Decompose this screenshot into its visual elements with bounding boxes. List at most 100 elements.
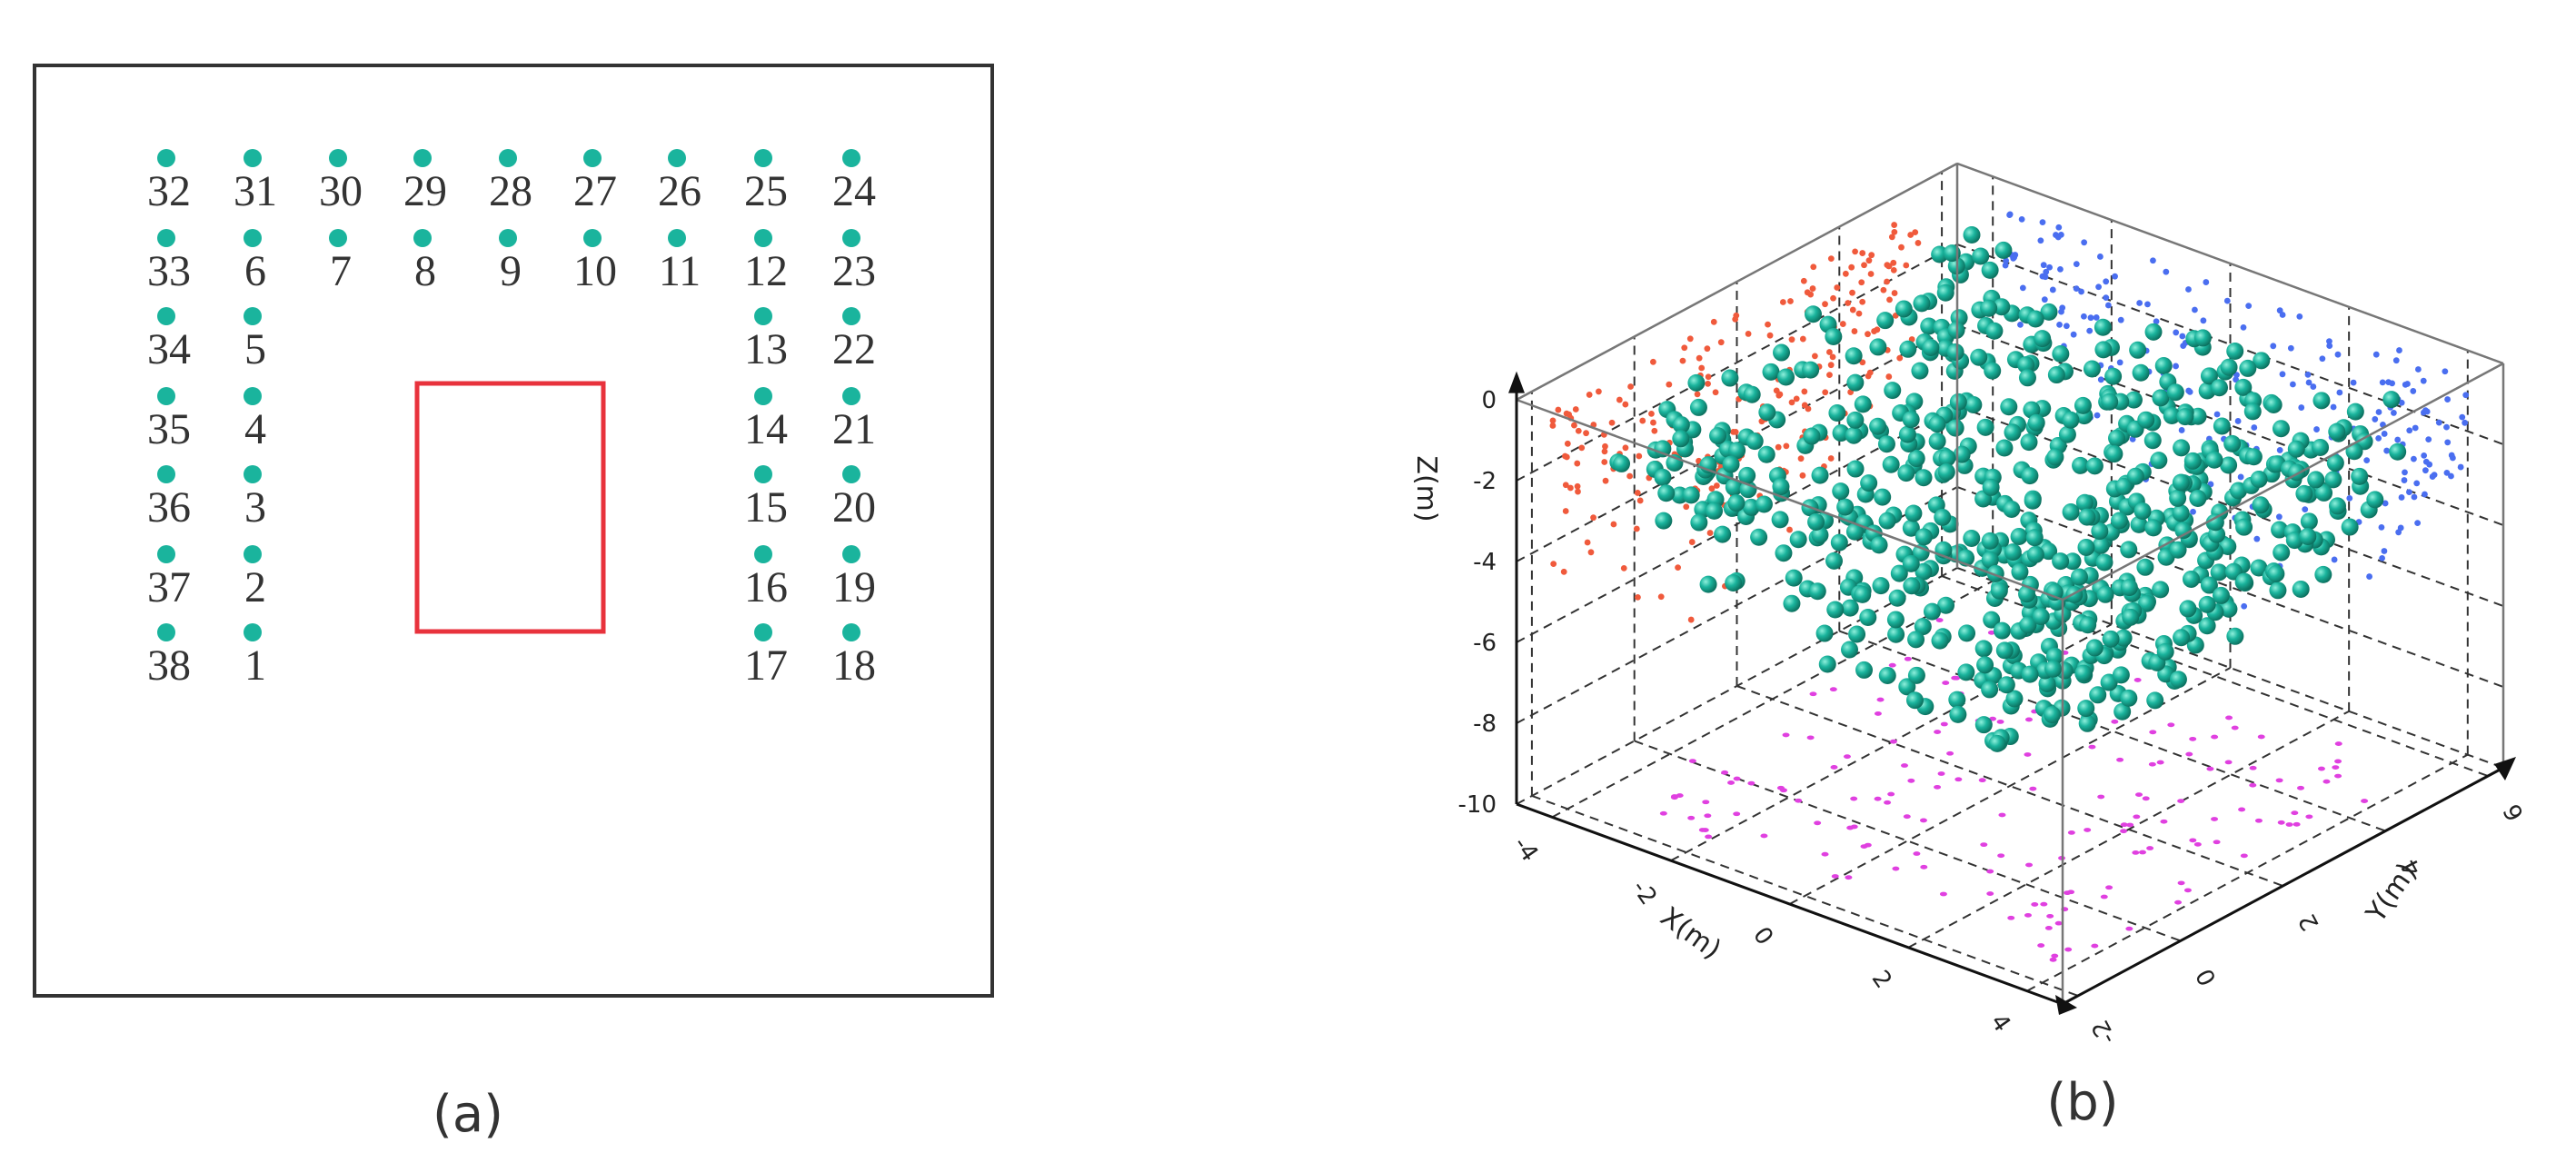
xy-projection-point — [1776, 785, 1785, 790]
yz-projection-point — [2383, 447, 2391, 454]
yz-projection-point — [2372, 416, 2379, 422]
yz-projection-point — [2396, 347, 2402, 353]
yz-projection-point — [2379, 554, 2385, 562]
yz-projection-point — [2097, 376, 2104, 383]
cloud-point — [2078, 714, 2096, 732]
cloud-point — [1976, 418, 1994, 436]
yz-projection-point — [2063, 323, 2070, 330]
xy-projection-point — [1940, 721, 1948, 727]
point-label: 23 — [832, 247, 876, 295]
yz-projection-point — [2003, 257, 2010, 264]
yz-projection-point — [2443, 470, 2451, 476]
cloud-point — [1994, 241, 2013, 259]
monitoring-point-14 — [754, 387, 772, 405]
xy-projection-point — [1733, 776, 1741, 781]
xz-projection-point — [1713, 482, 1720, 489]
monitoring-point-34 — [157, 307, 175, 325]
xz-projection-point — [1880, 286, 1887, 293]
y-axis-arrow — [2494, 757, 2516, 780]
cloud-point — [2328, 497, 2346, 515]
yz-projection-point — [2081, 239, 2088, 246]
yz-projection-point — [2298, 404, 2305, 411]
cloud-point — [2179, 600, 2197, 618]
cloud-point — [1980, 299, 1998, 317]
point-label: 22 — [832, 325, 876, 373]
xz-projection-point — [1698, 364, 1706, 372]
cloud-point — [2235, 572, 2253, 591]
yz-projection-point — [2398, 494, 2405, 501]
xy-projection-point — [1670, 795, 1678, 800]
cloud-point — [2003, 500, 2021, 518]
cloud-point — [2104, 367, 2123, 385]
cloud-point — [2126, 467, 2144, 485]
cloud-point — [2124, 391, 2143, 409]
x-tick-label: 4 — [1984, 1009, 2015, 1038]
yz-projection-point — [2435, 419, 2442, 426]
cloud-point — [2064, 552, 2082, 571]
xy-projection-point — [2135, 792, 2143, 797]
point-label: 15 — [744, 483, 788, 532]
yz-projection-point — [2302, 506, 2309, 513]
cloud-point — [2137, 411, 2155, 429]
xz-projection-point — [1704, 345, 1711, 353]
cloud-point — [2173, 629, 2191, 647]
cloud-point — [2133, 502, 2152, 521]
cloud-point — [2092, 536, 2110, 554]
yz-projection-point — [2192, 306, 2198, 313]
cloud-point — [2083, 360, 2101, 378]
cloud-point — [1905, 504, 1923, 522]
monitoring-point-5 — [244, 307, 262, 325]
xy-projection-point — [2156, 760, 2164, 765]
xy-projection-point — [1997, 853, 2005, 859]
yz-projection-point — [2336, 389, 2343, 396]
cloud-point — [2210, 563, 2228, 582]
xz-projection-point — [1706, 530, 1714, 536]
yz-projection-point — [2112, 273, 2118, 280]
yz-projection-point — [2059, 304, 2066, 312]
xz-projection-point — [1584, 539, 1591, 546]
cloud-point — [2382, 391, 2401, 409]
cloud-point — [1963, 529, 1981, 547]
grid-line — [1789, 667, 2231, 905]
cloud-point — [1811, 526, 1829, 544]
cloud-point — [1750, 528, 1768, 546]
cloud-point — [2169, 541, 2187, 559]
yz-projection-point — [2444, 439, 2452, 446]
cloud-point — [2018, 369, 2036, 387]
cloud-point — [2235, 518, 2253, 536]
point-label: 33 — [147, 247, 191, 295]
xz-projection-point — [1635, 593, 1641, 601]
cloud-point — [1757, 445, 1775, 463]
cloud-point — [1976, 656, 1994, 674]
box-edge — [2062, 362, 2504, 601]
cloud-point — [2176, 408, 2194, 426]
xz-projection-point — [1855, 310, 1863, 317]
monitoring-point-3 — [244, 465, 262, 483]
point-label: 31 — [234, 167, 277, 215]
xy-projection-point — [2007, 915, 2015, 920]
cloud-point — [2000, 398, 2018, 416]
cloud-point — [1689, 398, 1707, 416]
yz-projection-point — [2041, 296, 2048, 303]
xy-projection-point — [2322, 779, 2331, 784]
grid-line — [1516, 486, 1958, 724]
xy-projection-point — [2046, 913, 2054, 919]
xy-projection-point — [1659, 810, 1667, 816]
cloud-point — [2043, 706, 2061, 724]
cloud-point — [2046, 448, 2064, 466]
xz-projection-point — [1827, 362, 1835, 369]
xz-projection-point — [1571, 422, 1577, 429]
cloud-point — [1706, 502, 1724, 520]
yz-projection-point — [2394, 436, 2402, 443]
yz-projection-point — [2413, 480, 2421, 487]
cloud-point — [1687, 373, 1706, 392]
cloud-point — [1841, 641, 1859, 659]
cloud-point — [1958, 624, 1976, 642]
cloud-point — [1709, 427, 1727, 445]
xy-projection-point — [1846, 825, 1855, 830]
cloud-point — [2389, 442, 2407, 461]
cloud-point — [1981, 551, 1999, 569]
xy-projection-point — [2064, 947, 2073, 952]
cloud-point — [1802, 361, 1820, 379]
xy-projection-point — [1688, 759, 1696, 764]
